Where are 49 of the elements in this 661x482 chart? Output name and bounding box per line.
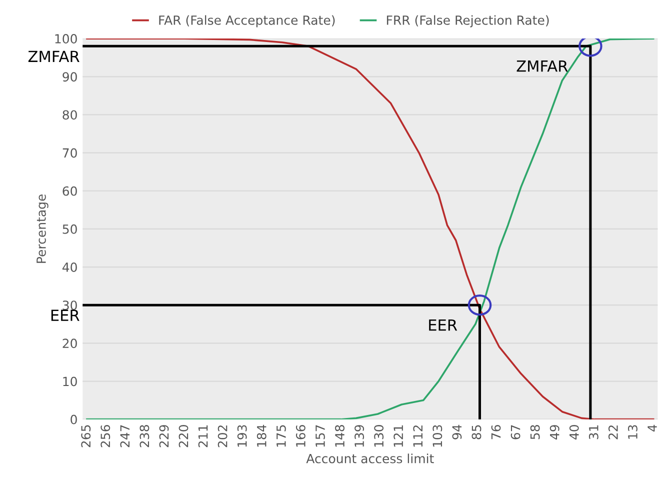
- x-tick-label: 166: [296, 424, 306, 447]
- x-tick-label: 157: [316, 425, 325, 447]
- y-tick-label: 20: [62, 338, 77, 348]
- annotation: EER: [51, 310, 80, 321]
- x-tick-label: 139: [354, 425, 364, 447]
- x-tick-label: 175: [276, 425, 286, 447]
- annotation: EER: [429, 319, 458, 331]
- x-tick-label: 265: [81, 425, 91, 448]
- y-tick-label: 40: [62, 262, 77, 272]
- x-tick-label: 238: [140, 425, 150, 448]
- x-tick-label: 94: [452, 424, 462, 440]
- x-tick-label: 49: [550, 425, 560, 440]
- x-tick-label: 103: [432, 425, 442, 447]
- x-tick-label: 229: [159, 425, 169, 448]
- y-tick-label: 100: [55, 34, 77, 44]
- x-tick-label: 112: [413, 425, 422, 447]
- x-tick-label: 76: [491, 424, 501, 440]
- x-tick-label: 202: [218, 425, 228, 448]
- x-tick-label: 85: [472, 425, 482, 440]
- annotation: ZMFAR: [516, 60, 568, 72]
- x-tick-label: 22: [608, 425, 618, 440]
- x-axis-title: Account access limit: [306, 454, 434, 464]
- x-tick-label: 121: [394, 425, 403, 447]
- x-tick-label: 40: [569, 425, 579, 440]
- x-tick-label: 148: [335, 425, 344, 447]
- x-tick-label: 211: [198, 425, 208, 448]
- x-tick-label: 4: [648, 424, 657, 432]
- y-tick-label: 60: [62, 186, 77, 196]
- y-tick-label: 80: [62, 110, 77, 120]
- x-tick-label: 58: [530, 425, 540, 440]
- x-tick-label: 220: [178, 425, 188, 448]
- x-tick-label: 184: [256, 424, 266, 447]
- y-tick-label: 70: [62, 148, 77, 158]
- y-tick-label: 30: [62, 300, 77, 310]
- y-tick-label: 90: [62, 72, 77, 82]
- x-tick-label: 256: [100, 424, 110, 448]
- annotation: ZMFAR: [28, 50, 80, 62]
- y-axis-title: Percentage: [36, 194, 48, 263]
- y-tick-label: 0: [70, 414, 77, 424]
- legend-label: FAR (False Acceptance Rate): [159, 15, 335, 28]
- x-tick-label: 67: [510, 425, 520, 440]
- x-tick-label: 130: [374, 425, 384, 447]
- x-tick-label: 13: [628, 425, 638, 439]
- y-tick-label: 10: [63, 376, 77, 386]
- x-tick-label: 247: [120, 425, 130, 448]
- y-tick-label: 50: [62, 224, 77, 234]
- legend-label: FRR (False Rejection Rate): [386, 15, 549, 28]
- x-tick-label: 193: [237, 425, 247, 447]
- x-tick-label: 31: [588, 425, 598, 440]
